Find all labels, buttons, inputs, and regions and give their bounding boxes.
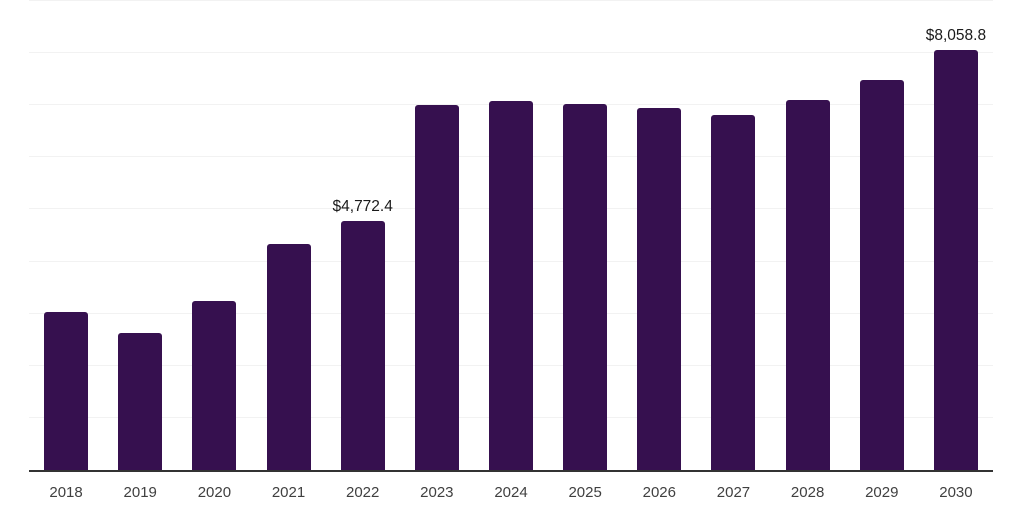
bar-band [474,1,548,470]
bar-band [326,1,400,470]
bar-band [400,1,474,470]
bar-band [771,1,845,470]
bar-band [696,1,770,470]
bar-band [622,1,696,470]
bar-2021[interactable] [266,243,311,470]
x-tick-label-2018: 2018 [49,484,83,501]
x-tick-label-2030: 2030 [939,484,973,501]
bar-2019[interactable] [118,332,163,470]
bar-2028[interactable] [785,100,830,470]
bar-value-label-2030: $8,058.8 [925,27,987,45]
bar-band [919,1,993,470]
bar-2020[interactable] [192,300,237,470]
x-tick-label-2029: 2029 [865,484,899,501]
x-tick-label-2025: 2025 [568,484,602,501]
bar-value-label-2022: $4,772.4 [332,198,393,216]
bar-band [845,1,919,470]
gridline [29,52,993,54]
bar-band [548,1,622,470]
bar-2029[interactable] [859,79,904,470]
bar-2027[interactable] [711,114,756,470]
bar-2026[interactable] [637,107,682,470]
bar-2018[interactable] [44,312,89,470]
x-axis-labels: 2018 2019 2020 2021 2022 2023 2024 2025 2026 2027… [29,484,993,504]
x-tick-label-2021: 2021 [271,484,306,501]
x-tick-label-2024: 2024 [494,484,528,501]
bar-2023[interactable] [414,104,459,470]
gridline [29,0,993,1]
x-tick-label-2019: 2019 [123,484,157,501]
bar-2025[interactable] [563,103,608,470]
bar-band [29,1,103,470]
x-tick-label-2026: 2026 [642,484,676,501]
bars-row [29,1,993,470]
plot-area: $4,772.4 $8,058.8 [29,0,993,472]
x-tick-label-2023: 2023 [420,484,454,501]
bar-band [177,1,251,470]
x-tick-label-2027: 2027 [716,484,751,501]
x-tick-label-2022: 2022 [346,484,380,501]
bar-2030[interactable] [933,50,978,470]
bar-band [251,1,325,470]
x-tick-label-2028: 2028 [790,484,825,501]
bar-2024[interactable] [489,101,534,470]
bar-band [103,1,177,470]
x-tick-label-2020: 2020 [197,484,232,501]
bar-2022[interactable] [340,221,385,470]
